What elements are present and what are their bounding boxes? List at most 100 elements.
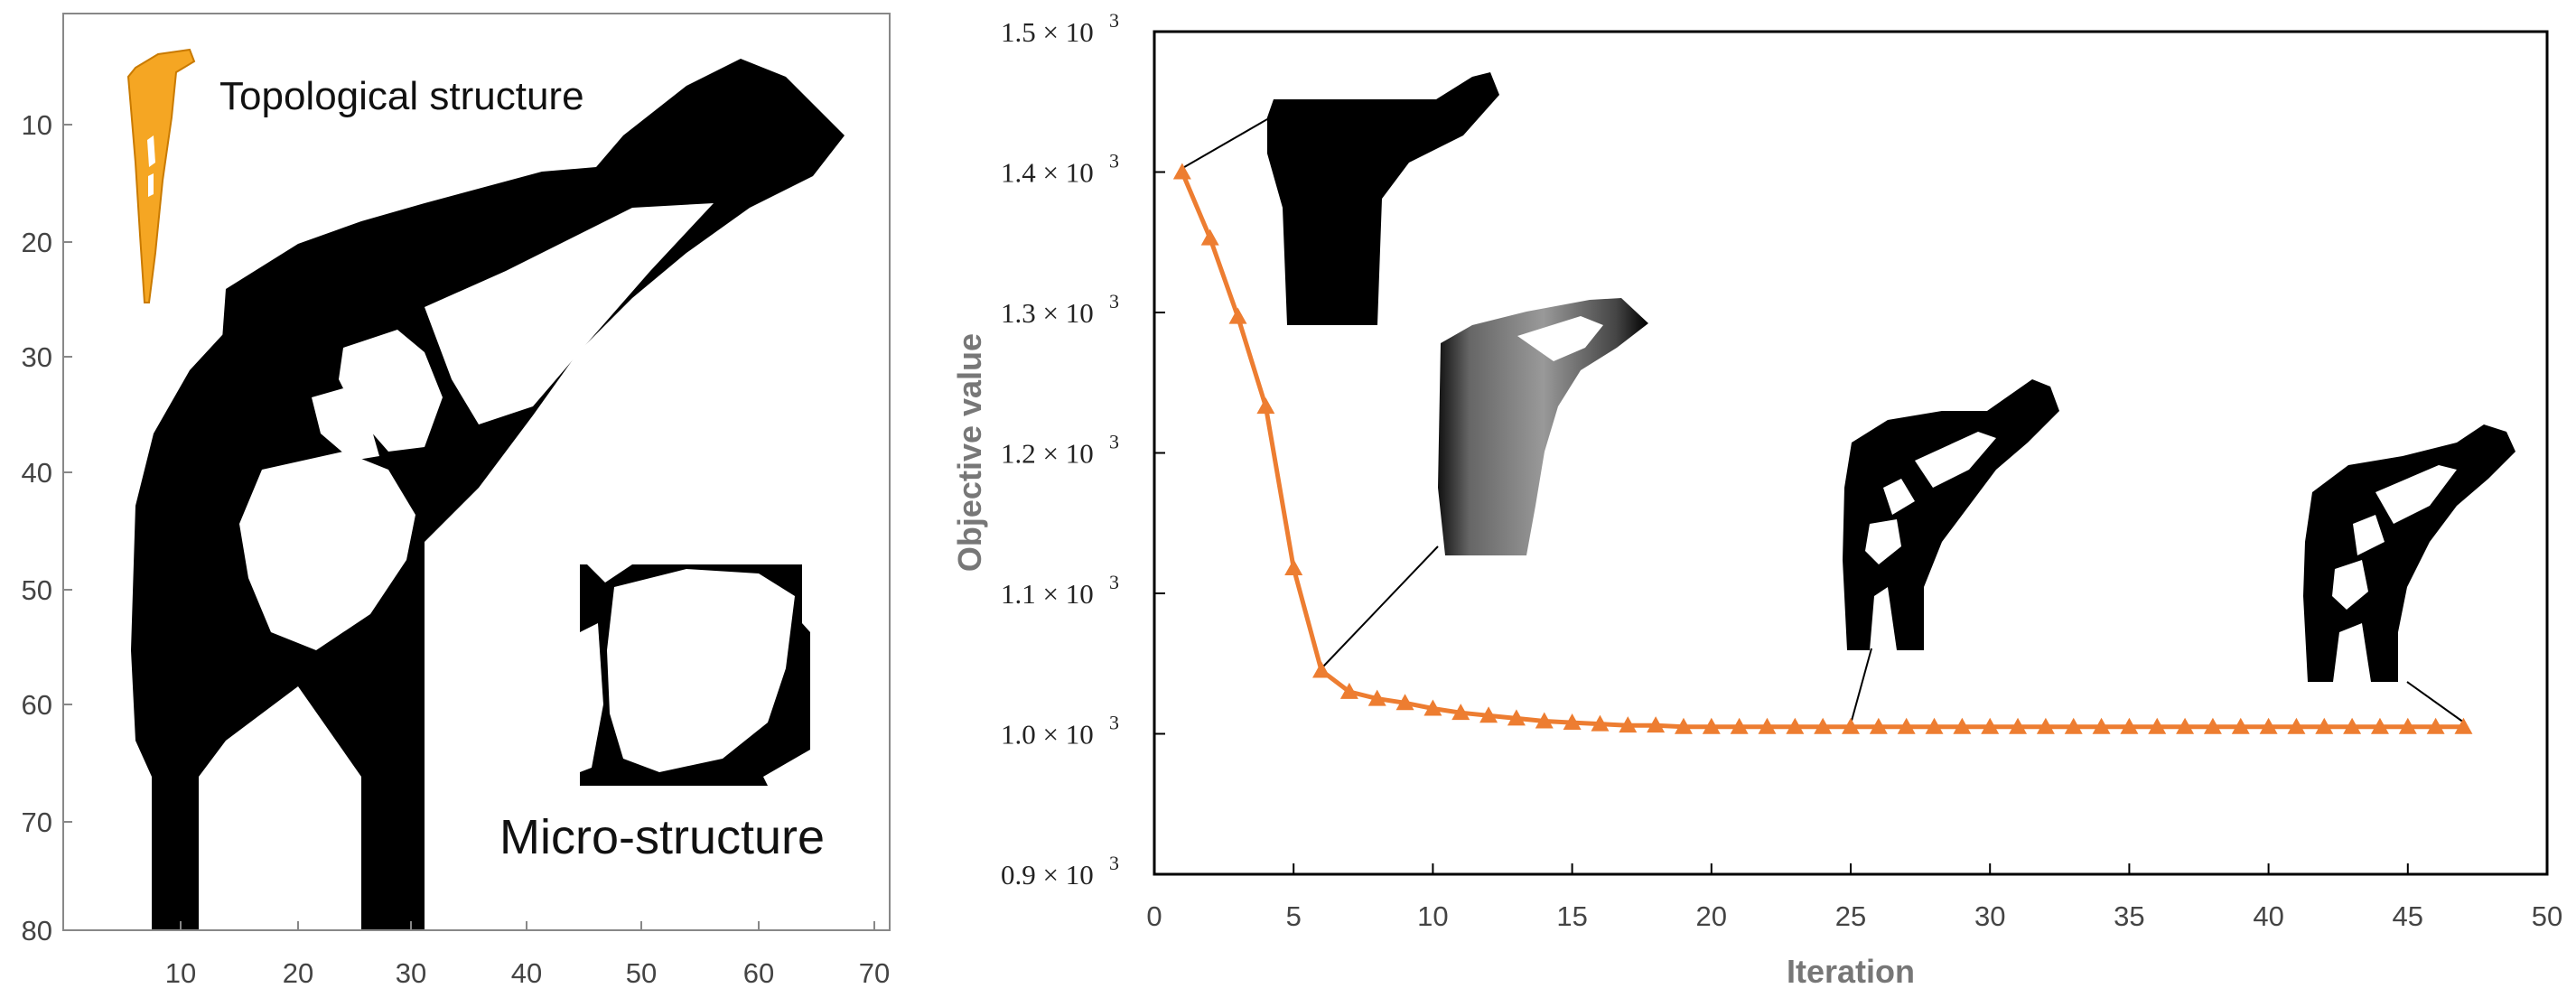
- series-point: [1869, 717, 1888, 734]
- x-axis-label: Iteration: [1787, 953, 1915, 990]
- chart-y-tick-label: 1.3 × 10 3: [1001, 290, 1119, 329]
- series-point: [1312, 661, 1331, 678]
- series-point: [2259, 717, 2278, 734]
- chart-y-axis: 0.9 × 10 31.0 × 10 31.1 × 10 31.2 × 10 31.3 …: [1001, 9, 1165, 890]
- svg-text:0.9 × 10: 0.9 × 10: [1001, 859, 1094, 890]
- svg-text:1.2 × 10: 1.2 × 10: [1001, 438, 1094, 470]
- series-point: [2343, 717, 2362, 734]
- chart-x-tick-label: 0: [1146, 900, 1162, 932]
- series-point: [1507, 709, 1526, 726]
- series-point: [2064, 717, 2083, 734]
- svg-text:1.0 × 10: 1.0 × 10: [1001, 719, 1094, 751]
- series-point: [1758, 717, 1777, 734]
- chart-x-tick-label: 10: [1417, 900, 1448, 932]
- chart-x-tick-label: 20: [1696, 900, 1727, 932]
- topological-structure-label: Topological structure: [219, 74, 584, 118]
- chart-y-tick-label: 1.0 × 10 3: [1001, 712, 1119, 751]
- series-point: [2176, 717, 2195, 734]
- topology-hole-1: [425, 203, 714, 424]
- chart-x-tick-label: 30: [1974, 900, 2005, 932]
- left-x-tick-label: 30: [396, 957, 426, 989]
- svg-text:3: 3: [1109, 9, 1119, 32]
- snapshot-leader-lines: [1179, 115, 2465, 723]
- left-x-tick-label: 40: [511, 957, 542, 989]
- series-point: [1423, 699, 1442, 716]
- left-y-tick-label: 80: [22, 915, 52, 946]
- chart-x-axis: 0 5 10 15 20 25 30 35 40 45 50: [1146, 863, 2562, 932]
- topology-image: [131, 59, 845, 930]
- series-point: [1953, 717, 1972, 734]
- series-point: [1925, 717, 1944, 734]
- left-x-tick-label: 10: [165, 957, 196, 989]
- left-panel: Topological structure Micro-structure 10…: [22, 13, 891, 989]
- series-point: [1786, 717, 1805, 734]
- series-point: [1479, 706, 1498, 723]
- series-point: [2231, 717, 2250, 734]
- chart-y-tick-label: 0.9 × 10 3: [1001, 852, 1119, 890]
- svg-text:3: 3: [1109, 431, 1119, 453]
- chart-x-tick-label: 5: [1286, 900, 1302, 932]
- series-point: [1842, 717, 1860, 734]
- series-point: [1200, 228, 1219, 246]
- series-point: [1256, 397, 1275, 415]
- series-point: [1172, 163, 1191, 180]
- series-point: [1981, 717, 2000, 734]
- series-point: [1619, 716, 1638, 733]
- series-point: [1702, 717, 1721, 734]
- series-point: [1897, 717, 1916, 734]
- snapshot-iteration-1: [1267, 72, 1499, 325]
- svg-text:3: 3: [1109, 852, 1119, 874]
- series-point: [2370, 717, 2389, 734]
- left-x-tick-label: 70: [859, 957, 890, 989]
- series-point: [2203, 717, 2222, 734]
- y-axis-label: Objective value: [951, 333, 988, 572]
- chart-x-tick-label: 40: [2253, 900, 2283, 932]
- series-point: [1591, 714, 1610, 732]
- series-point: [1535, 712, 1554, 729]
- series-point: [1674, 717, 1693, 734]
- series-point: [1284, 559, 1303, 576]
- svg-text:1.1 × 10: 1.1 × 10: [1001, 578, 1094, 610]
- left-y-tick-label: 50: [22, 574, 52, 606]
- series-point: [1228, 307, 1247, 324]
- left-y-tick-label: 40: [22, 457, 52, 489]
- topology-hole-3: [312, 388, 379, 461]
- series-point: [2287, 717, 2306, 734]
- svg-text:1.3 × 10: 1.3 × 10: [1001, 297, 1094, 329]
- chart-x-tick-label: 50: [2532, 900, 2562, 932]
- left-y-tick-label: 60: [22, 689, 52, 721]
- series-point: [1563, 713, 1582, 731]
- svg-text:3: 3: [1109, 290, 1119, 312]
- topology-hole-4: [239, 452, 415, 650]
- series-markers: [1172, 163, 2473, 734]
- chart-x-tick-label: 25: [1835, 900, 1866, 932]
- svg-text:3: 3: [1109, 571, 1119, 593]
- implant-icon: [126, 48, 196, 303]
- series-point: [1395, 694, 1414, 711]
- micro-structure-inset: [580, 564, 810, 786]
- left-y-tick-label: 30: [22, 341, 52, 373]
- series-point: [2036, 717, 2055, 734]
- left-x-tick-label: 50: [626, 957, 657, 989]
- left-y-tick-label: 20: [22, 227, 52, 258]
- series-point: [2009, 717, 2028, 734]
- series-point: [1730, 717, 1749, 734]
- series-point: [2454, 717, 2473, 734]
- svg-text:1.5 × 10: 1.5 × 10: [1001, 16, 1094, 48]
- snapshot-iteration-6: [1438, 298, 1648, 555]
- series-point: [2092, 717, 2111, 734]
- left-y-tick-label: 10: [22, 109, 52, 141]
- left-x-axis: 10 20 30 40 50 60 70: [165, 921, 890, 989]
- chart-y-tick-label: 1.4 × 10 3: [1001, 150, 1119, 189]
- series-point: [1647, 716, 1666, 733]
- series-point: [2426, 717, 2445, 734]
- series-point: [1339, 682, 1358, 699]
- left-y-tick-label: 70: [22, 807, 52, 838]
- left-x-tick-label: 60: [743, 957, 774, 989]
- snapshot-iteration-47: [2303, 424, 2515, 682]
- series-point: [1814, 717, 1833, 734]
- series-point: [2315, 717, 2334, 734]
- series-point: [2120, 717, 2139, 734]
- series-point: [2148, 717, 2167, 734]
- left-x-tick-label: 20: [283, 957, 313, 989]
